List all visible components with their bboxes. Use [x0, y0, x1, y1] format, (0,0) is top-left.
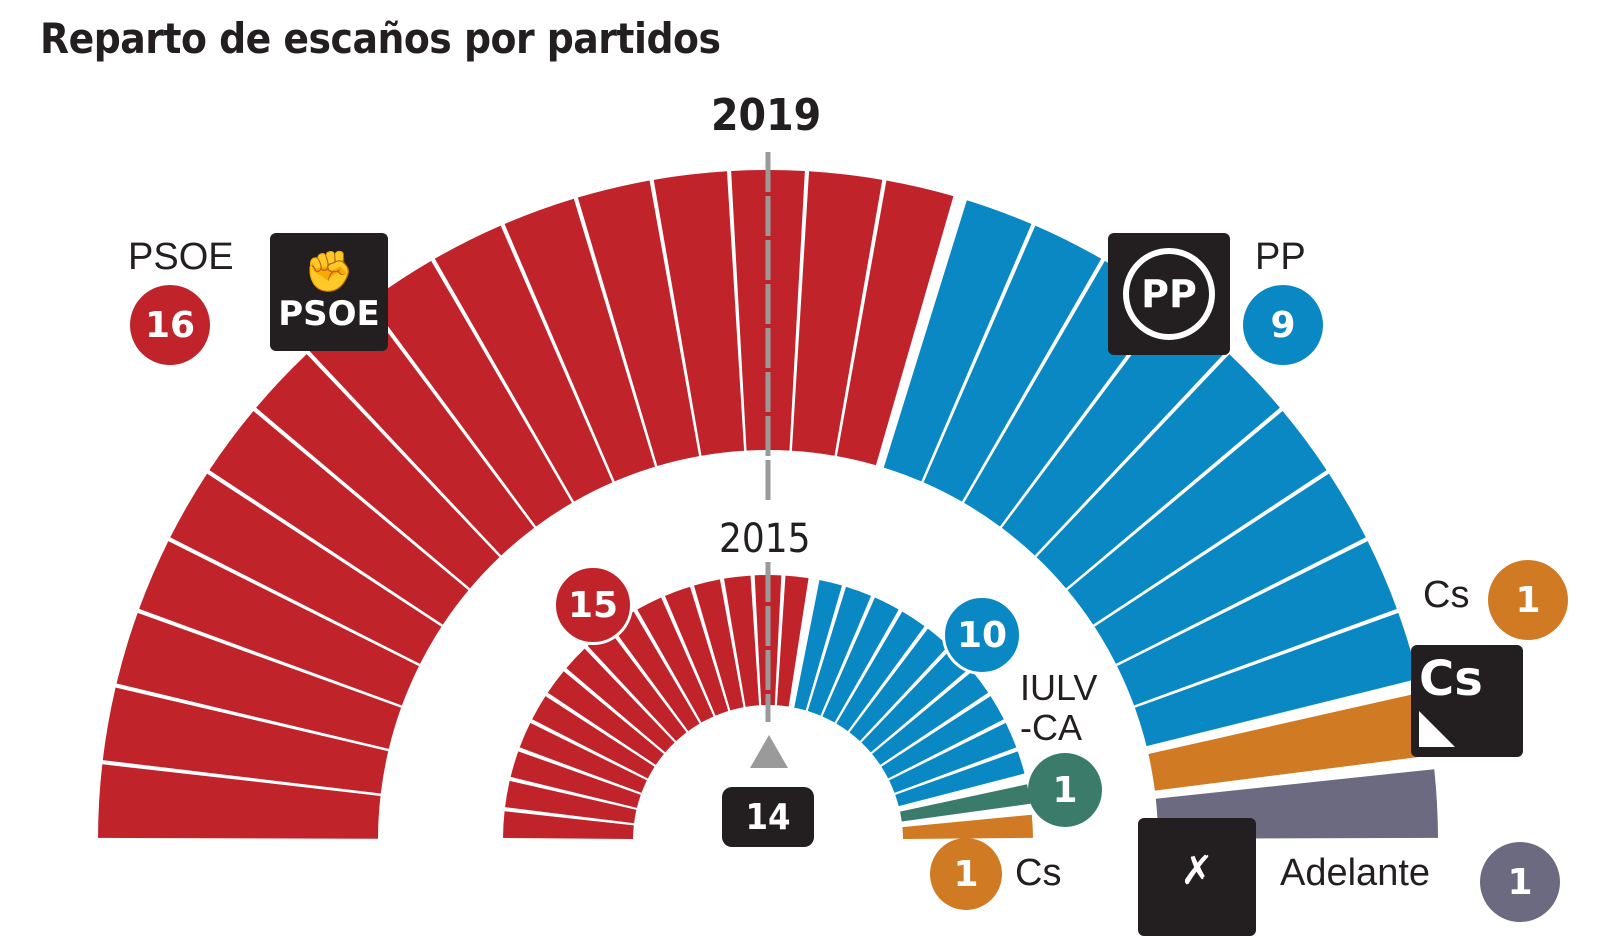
seat-2015-pp — [836, 611, 925, 732]
rose-fist-icon: ✊ — [304, 249, 354, 295]
seat-2015-pp — [822, 597, 899, 723]
seat-2015-iulv-ca — [899, 784, 1031, 822]
pp-logo-text: PP — [1123, 248, 1215, 340]
seat-2019-pp — [1036, 354, 1280, 589]
seat-2015-pp — [881, 696, 1004, 779]
seat-2019-psoe — [170, 473, 442, 664]
psoe-name: PSOE — [128, 236, 234, 278]
seat-2015-psoe — [510, 751, 641, 808]
seat-2015-psoe — [532, 696, 655, 779]
seat-2015-psoe — [776, 575, 809, 707]
seat-2019-psoe — [209, 410, 469, 625]
psoe-2015-seats-badge: 15 — [553, 565, 633, 645]
chart-title: Reparto de escaños por partidos — [40, 14, 721, 63]
cs-2019-seats-badge: 1 — [1488, 560, 1568, 640]
year-2015-label: 2015 — [719, 516, 811, 562]
year-2019-label: 2019 — [711, 90, 822, 141]
seat-2019-psoe — [98, 764, 381, 839]
seat-2015-pp — [889, 722, 1017, 793]
seat-2019-pp — [1001, 303, 1227, 556]
adelante-name: Adelante — [1280, 852, 1431, 894]
adelante-logo: ✗ — [1138, 818, 1256, 936]
pp-name: PP — [1255, 236, 1306, 278]
cs-2019-name: Cs — [1423, 574, 1470, 616]
seat-2015-psoe — [519, 722, 647, 793]
seat-2015-pp — [861, 648, 970, 753]
seat-2019-pp — [1117, 541, 1397, 706]
seat-2015-psoe — [637, 597, 714, 723]
cs-logo: Cs — [1411, 645, 1523, 757]
seat-2019-psoe — [369, 260, 572, 527]
parliament-chart — [98, 152, 1438, 839]
iulv-ca-name-line1: IULV — [1020, 667, 1098, 708]
cs-triangle-icon — [1419, 711, 1455, 747]
psoe-logo: ✊ PSOE — [270, 233, 388, 351]
seat-2019-psoe — [309, 303, 535, 556]
cs-2015-name: Cs — [1015, 852, 1062, 894]
iulv-ca-name: IULV -CA — [1020, 668, 1097, 748]
seat-2015-psoe — [503, 811, 634, 839]
seat-2015-psoe — [505, 780, 637, 824]
adelante-symbol-icon: ✗ — [1180, 848, 1214, 894]
seat-2019-psoe — [116, 612, 402, 749]
seat-2019-pp — [923, 225, 1102, 502]
seat-2019-psoe — [791, 171, 883, 456]
cs-2015-seats-badge: 1 — [930, 838, 1002, 910]
seat-2015-psoe — [724, 575, 760, 707]
pp-logo: PP — [1108, 233, 1230, 355]
seat-2015-psoe — [547, 671, 664, 765]
seat-2015-pp — [849, 628, 949, 742]
seat-2015-psoe — [664, 586, 729, 716]
seat-2019-psoe — [504, 198, 655, 482]
seat-2019-psoe — [653, 171, 745, 456]
seat-2019-psoe — [434, 225, 613, 502]
psoe-logo-text: PSOE — [278, 294, 380, 334]
iulv-ca-2015-seats-badge: 1 — [1028, 753, 1102, 827]
seat-2015-pp — [895, 751, 1025, 807]
pp-2019-seats-badge: 9 — [1243, 285, 1323, 365]
pp-2015-seats-badge: 10 — [942, 595, 1022, 675]
seat-2015-psoe — [693, 579, 744, 711]
iulv-ca-name-line2: -CA — [1020, 707, 1082, 748]
seat-2019-psoe — [102, 687, 389, 794]
seat-2015-pp — [807, 586, 872, 716]
seat-2015-psoe — [611, 611, 700, 732]
seat-2019-cs — [1148, 692, 1433, 791]
seat-2019-pp — [1134, 612, 1419, 747]
adelante-2019-seats-badge: 1 — [1480, 842, 1560, 922]
seat-2019-psoe — [139, 541, 419, 706]
majority-marker-triangle — [750, 735, 788, 768]
seat-2019-psoe — [836, 180, 954, 466]
seat-2015-psoe — [566, 648, 675, 753]
seat-2015-pp — [794, 580, 843, 711]
seat-2019-pp — [883, 200, 1032, 482]
seat-2019-psoe — [256, 354, 500, 589]
seat-2019-pp — [1094, 473, 1366, 664]
seat-2015-pp — [872, 671, 989, 765]
seat-2019-pp — [1067, 410, 1327, 625]
seat-2015-psoe — [587, 628, 687, 742]
cs-logo-text: Cs — [1419, 651, 1483, 707]
psoe-2019-seats-badge: 16 — [130, 285, 210, 365]
seat-2015-cs — [902, 814, 1033, 839]
majority-badge: 14 — [722, 787, 814, 847]
seat-2019-psoe — [577, 180, 700, 467]
